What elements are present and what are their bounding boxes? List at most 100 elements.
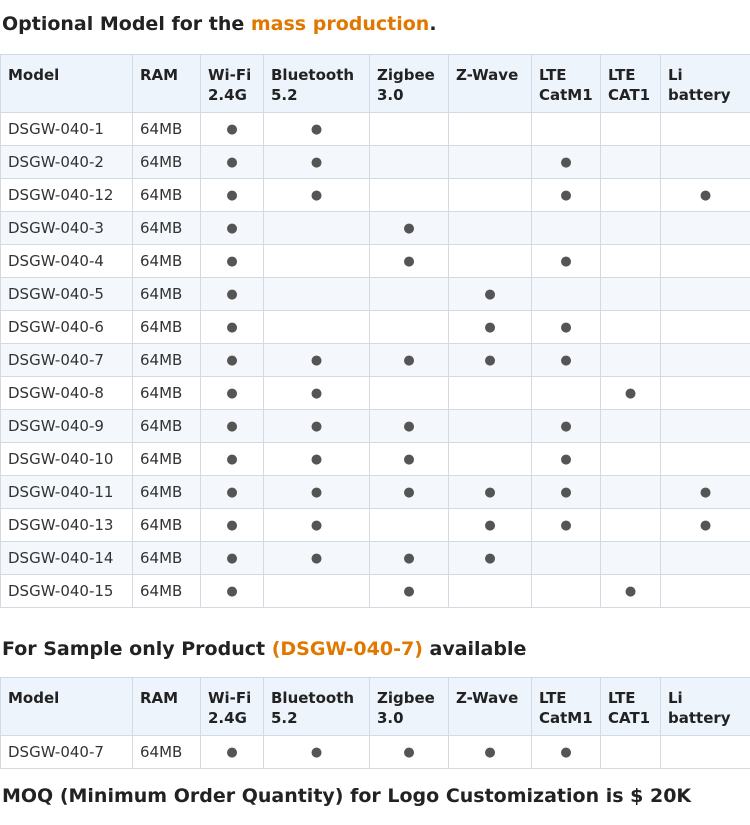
feature-dot: ● [200, 442, 264, 476]
row: DSGW-040-11 64MB ● ● ● ● ● ● [0, 475, 750, 509]
header-cell: Zigbee 3.0 [369, 54, 449, 113]
feature-dot: ● [660, 508, 750, 542]
header-cell: Bluetooth 5.2 [263, 677, 370, 736]
header-row: Model RAM Wi-Fi 2.4G Bluetooth 5.2 Zigbee 3.… [0, 54, 750, 113]
cell [448, 409, 532, 443]
header-cell: LTE CatM1 [531, 54, 601, 113]
cell: DSGW-040-1 [0, 112, 133, 146]
feature-dot: ● [263, 508, 370, 542]
feature-dot: ● [200, 178, 264, 212]
cell [263, 277, 370, 311]
row: DSGW-040-5 64MB ● ● [0, 277, 750, 311]
feature-dot: ● [369, 211, 449, 245]
feature-dot: ● [369, 409, 449, 443]
header-cell: Li battery [660, 677, 750, 736]
feature-dot: ● [531, 735, 601, 769]
cell [600, 244, 661, 278]
feature-dot: ● [369, 574, 449, 608]
cell: 64MB [132, 145, 201, 179]
cell [660, 277, 750, 311]
row: DSGW-040-7 64MB ● ● ● ● ● [0, 735, 750, 769]
row: DSGW-040-9 64MB ● ● ● ● [0, 409, 750, 443]
feature-dot: ● [263, 475, 370, 509]
cell [369, 310, 449, 344]
cell [600, 145, 661, 179]
cell: DSGW-040-15 [0, 574, 133, 608]
feature-dot: ● [448, 735, 532, 769]
feature-dot: ● [369, 475, 449, 509]
cell [369, 376, 449, 410]
cell [660, 145, 750, 179]
heading: Optional Model for the mass production. [2, 13, 437, 35]
cell [660, 574, 750, 608]
cell: 64MB [132, 541, 201, 575]
feature-dot: ● [660, 178, 750, 212]
table: Model RAM Wi-Fi 2.4G Bluetooth 5.2 Zigbee 3.… [0, 54, 750, 608]
cell [660, 376, 750, 410]
feature-dot: ● [263, 442, 370, 476]
feature-dot: ● [531, 475, 601, 509]
feature-dot: ● [263, 735, 370, 769]
header-cell: Li battery [660, 54, 750, 113]
cell [448, 442, 532, 476]
cell [600, 442, 661, 476]
feature-dot: ● [531, 508, 601, 542]
row: DSGW-040-2 64MB ● ● ● [0, 145, 750, 179]
cell [660, 409, 750, 443]
cell: 64MB [132, 475, 201, 509]
table-head: Model RAM Wi-Fi 2.4G Bluetooth 5.2 Zigbee 3.… [0, 677, 750, 736]
feature-dot: ● [200, 475, 264, 509]
row: DSGW-040-7 64MB ● ● ● ● ● [0, 343, 750, 377]
cell: 64MB [132, 376, 201, 410]
cell [531, 376, 601, 410]
cell [369, 112, 449, 146]
cell: 64MB [132, 735, 201, 769]
row: DSGW-040-14 64MB ● ● ● ● [0, 541, 750, 575]
cell [600, 211, 661, 245]
cell [600, 409, 661, 443]
cell: DSGW-040-7 [0, 343, 133, 377]
cell: 64MB [132, 244, 201, 278]
cell: 64MB [132, 409, 201, 443]
cell [600, 541, 661, 575]
cell [600, 178, 661, 212]
row: DSGW-040-3 64MB ● ● [0, 211, 750, 245]
cell [448, 178, 532, 212]
feature-dot: ● [531, 310, 601, 344]
cell: 64MB [132, 574, 201, 608]
header-cell: LTE CAT1 [600, 677, 661, 736]
heading-part: . [429, 13, 437, 35]
cell: DSGW-040-10 [0, 442, 133, 476]
feature-dot: ● [200, 211, 264, 245]
cell: 64MB [132, 112, 201, 146]
feature-dot: ● [531, 145, 601, 179]
header-cell: LTE CatM1 [531, 677, 601, 736]
table-body: DSGW-040-7 64MB ● ● ● ● ● [0, 735, 750, 769]
cell [660, 244, 750, 278]
cell: 64MB [132, 508, 201, 542]
feature-dot: ● [448, 508, 532, 542]
feature-dot: ● [369, 541, 449, 575]
heading: For Sample only Product (DSGW-040-7) ava… [2, 638, 526, 660]
cell [600, 112, 661, 146]
row: DSGW-040-10 64MB ● ● ● ● [0, 442, 750, 476]
cell: 64MB [132, 211, 201, 245]
feature-dot: ● [531, 343, 601, 377]
feature-dot: ● [263, 178, 370, 212]
feature-dot: ● [200, 376, 264, 410]
cell: 64MB [132, 277, 201, 311]
feature-dot: ● [263, 376, 370, 410]
feature-dot: ● [200, 277, 264, 311]
row: DSGW-040-6 64MB ● ● ● [0, 310, 750, 344]
cell [369, 145, 449, 179]
cell [448, 112, 532, 146]
cell: DSGW-040-7 [0, 735, 133, 769]
cell [600, 475, 661, 509]
feature-dot: ● [263, 112, 370, 146]
header-cell: Wi-Fi 2.4G [200, 677, 264, 736]
feature-dot: ● [263, 541, 370, 575]
feature-dot: ● [448, 310, 532, 344]
cell [600, 343, 661, 377]
cell [660, 112, 750, 146]
